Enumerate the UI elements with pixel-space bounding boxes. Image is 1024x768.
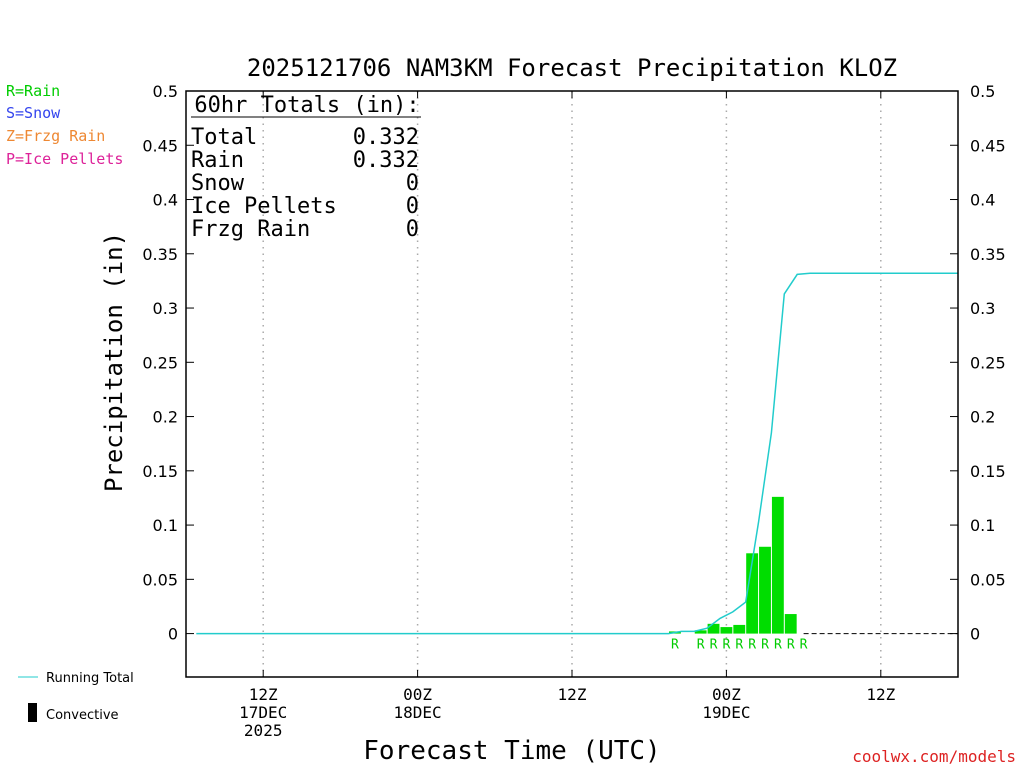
precip-type-label: R [735, 638, 743, 653]
y-tick-label-left: 0.1 [153, 516, 178, 535]
totals-row-label: Frzg Rain [191, 217, 310, 242]
y-tick-label-left: 0.5 [153, 82, 178, 101]
x-axis-label: Forecast Time (UTC) [363, 736, 660, 766]
x-tick-label: 12Z [558, 685, 587, 704]
credit-text: coolwx.com/models [852, 747, 1016, 766]
legend-rain: R=Rain [6, 82, 61, 100]
totals-row-label: Total [191, 125, 257, 150]
plot-frame [185, 90, 959, 678]
y-tick-label-right: 0.25 [970, 353, 1006, 372]
precip-bar [733, 624, 746, 634]
x-tick-label: 18DEC [394, 703, 442, 722]
totals-row-label: Snow [191, 171, 245, 196]
precip-bar [759, 546, 771, 634]
y-tick-label-left: 0.3 [153, 299, 178, 318]
legend-frzg-rain: Z=Frzg Rain [6, 127, 106, 145]
y-tick-label-left: 0.45 [142, 136, 178, 155]
precip-bar [746, 553, 759, 634]
precip-bar [694, 630, 707, 634]
precip-bar [720, 627, 733, 634]
convective-legend-label: Convective [46, 708, 119, 723]
x-tick-label: 12Z [249, 685, 278, 704]
y-tick-label-left: 0.2 [153, 408, 178, 427]
y-tick-label-right: 0 [970, 625, 980, 644]
totals-row-label: Ice Pellets [191, 194, 337, 219]
precip-type-label: R [697, 638, 705, 653]
y-tick-label-left: 0.25 [142, 353, 178, 372]
x-tick-label: 19DEC [702, 703, 750, 722]
precip-bar [771, 496, 784, 634]
precip-type-label: R [671, 638, 679, 653]
y-tick-label-right: 0.4 [970, 191, 995, 210]
y-axis-label: Precipitation (in) [100, 232, 128, 492]
precip-type-label: R [800, 638, 808, 653]
totals-header: 60hr Totals (in): [194, 93, 419, 118]
x-tick-label: 12Z [866, 685, 895, 704]
legend-snow: S=Snow [6, 104, 61, 122]
chart-title: 2025121706 NAM3KM Forecast Precipitation… [247, 54, 897, 82]
totals-row-value: 0 [406, 171, 419, 196]
totals-row-value: 0 [406, 217, 419, 242]
legend-ice-pellets: P=Ice Pellets [6, 150, 124, 168]
y-tick-label-left: 0.15 [142, 462, 178, 481]
precip-type-label: R [787, 638, 795, 653]
precip-type-label: R [761, 638, 769, 653]
totals-row-value: 0.332 [353, 148, 419, 173]
y-tick-label-left: 0.05 [142, 570, 178, 589]
totals-row-label: Rain [191, 148, 244, 173]
y-tick-label-right: 0.1 [970, 516, 995, 535]
precip-type-label: R [722, 638, 730, 653]
precip-type-label: R [748, 638, 756, 653]
x-tick-label: 00Z [712, 685, 741, 704]
precip-type-label: R [710, 638, 718, 653]
precip-type-label: R [774, 638, 782, 653]
y-tick-label-right: 0.2 [970, 408, 995, 427]
y-tick-label-right: 0.15 [970, 462, 1006, 481]
precip-bar [707, 623, 720, 634]
y-tick-label-left: 0.4 [153, 191, 178, 210]
y-tick-label-right: 0.05 [970, 570, 1006, 589]
y-tick-label-right: 0.45 [970, 136, 1006, 155]
y-tick-label-right: 0.35 [970, 245, 1006, 264]
y-tick-label-left: 0.35 [142, 245, 178, 264]
x-tick-label: 17DEC [239, 703, 287, 722]
totals-row-value: 0 [406, 194, 419, 219]
x-tick-label: 2025 [244, 721, 283, 740]
y-tick-label-left: 0 [168, 625, 178, 644]
y-tick-label-right: 0.5 [970, 82, 995, 101]
y-tick-label-right: 0.3 [970, 299, 995, 318]
x-tick-label: 00Z [403, 685, 432, 704]
convective-legend-swatch [28, 703, 37, 722]
totals-row-value: 0.332 [353, 125, 419, 150]
running-total-legend-label: Running Total [46, 671, 134, 686]
precip-bar [784, 614, 797, 634]
running-total-line [196, 272, 958, 635]
